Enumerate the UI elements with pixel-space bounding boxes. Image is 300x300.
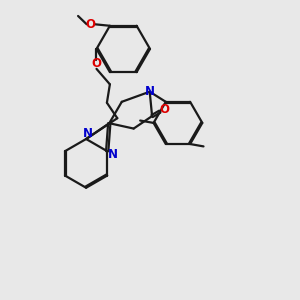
Text: O: O: [160, 103, 170, 116]
Text: N: N: [145, 85, 155, 98]
Text: O: O: [92, 57, 101, 70]
Text: N: N: [83, 128, 93, 140]
Text: N: N: [108, 148, 118, 161]
Text: O: O: [85, 18, 96, 31]
